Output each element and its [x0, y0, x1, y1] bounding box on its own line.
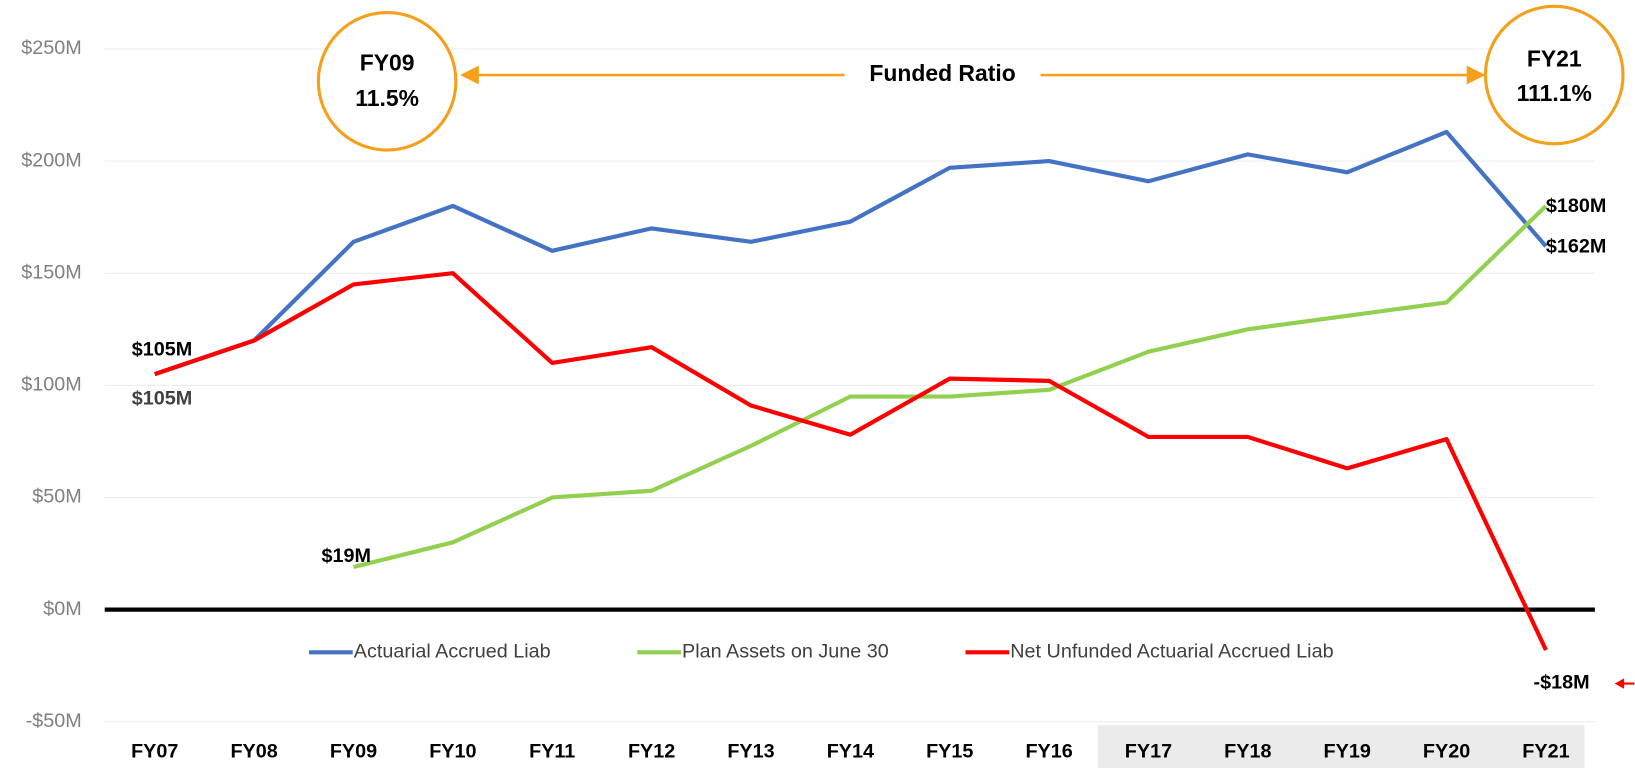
shaded-region: [1097, 725, 1585, 768]
x-tick-label: FY11: [529, 741, 575, 763]
x-tick-label: FY17: [1125, 741, 1172, 763]
y-tick-label: $250M: [21, 37, 81, 59]
x-tick-label: FY09: [330, 741, 377, 763]
data-label: $180M: [1546, 195, 1606, 217]
x-tick-label: FY19: [1324, 741, 1371, 763]
series-line: [154, 129, 1548, 377]
x-tick-label: FY10: [429, 741, 476, 763]
annotation-circle: [1483, 4, 1625, 146]
legend-label: Plan Assets on June 30: [682, 641, 889, 663]
y-tick-label: $50M: [32, 486, 81, 508]
annotation: FY09: [360, 50, 415, 76]
x-tick-label: FY07: [131, 741, 178, 763]
y-tick-label: $200M: [21, 149, 81, 171]
x-tick-label: FY12: [628, 741, 675, 763]
annotation: 111.1%: [1517, 80, 1592, 106]
y-tick-label: $150M: [21, 261, 81, 283]
series-line: [352, 204, 1548, 570]
data-label: $105M: [132, 387, 192, 409]
annotation: 11.5%: [355, 85, 419, 111]
y-tick-label: -$50M: [26, 710, 82, 732]
x-tick-label: FY16: [1025, 741, 1072, 763]
data-label: $105M: [132, 338, 192, 360]
x-tick-label: FY18: [1224, 741, 1271, 763]
x-tick-label: FY13: [727, 741, 774, 763]
data-label: $19M: [321, 545, 370, 567]
x-tick-label: FY14: [827, 741, 874, 763]
data-label: -$18M: [1534, 672, 1590, 694]
series-line: [154, 271, 1548, 651]
arrow-head: [1466, 65, 1486, 85]
x-tick-label: FY08: [230, 741, 277, 763]
arrow-head: [460, 65, 479, 85]
label-arrow-head: [1614, 678, 1625, 689]
x-tick-label: FY15: [926, 741, 973, 763]
x-tick-label: FY21: [1522, 741, 1569, 763]
y-tick-label: $100M: [21, 374, 81, 396]
annotation: Funded Ratio: [869, 60, 1015, 86]
y-tick-label: $0M: [43, 598, 81, 620]
data-label: $162M: [1546, 236, 1606, 258]
legend-label: Net Unfunded Actuarial Accrued Liab: [1010, 641, 1333, 663]
x-tick-label: FY20: [1423, 741, 1470, 763]
annotation-circle: [316, 10, 458, 152]
annotation: FY21: [1527, 45, 1582, 71]
legend-label: Actuarial Accrued Liab: [354, 641, 551, 663]
